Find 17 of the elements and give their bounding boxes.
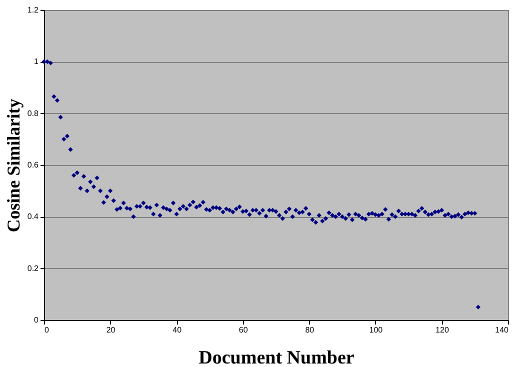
x-tick-label: 20: [106, 326, 116, 334]
y-tick-label: 0.4: [27, 212, 40, 222]
x-tick-label: 0: [44, 326, 50, 334]
x-tick-label: 60: [238, 326, 248, 334]
y-tick-label: 0: [34, 316, 40, 324]
x-tick-label: 40: [172, 326, 182, 334]
x-tick-label: 80: [305, 326, 315, 334]
x-axis-title: Document Number: [198, 348, 355, 367]
x-tick-label: 140: [495, 326, 510, 334]
y-tick-label: 1: [34, 57, 40, 66]
y-axis-title: Cosine Similarity: [3, 98, 24, 232]
x-tick-label: 120: [436, 326, 450, 334]
y-tick-label: 1.2: [27, 6, 40, 14]
y-tick-label: 0.6: [27, 160, 40, 170]
y-tick-label: 0.2: [27, 264, 40, 273]
x-tick-label: 100: [369, 326, 384, 334]
y-tick-label: 0.8: [27, 108, 40, 118]
